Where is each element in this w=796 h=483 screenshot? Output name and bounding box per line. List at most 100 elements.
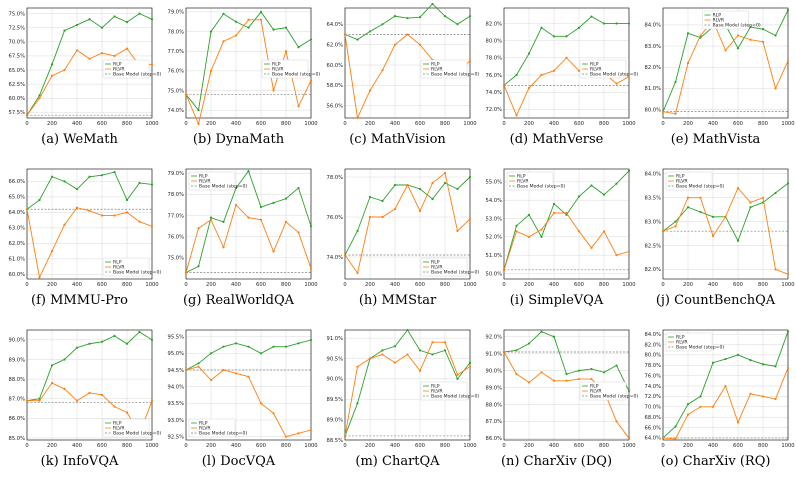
x-tick-label: 800 <box>281 282 291 288</box>
data-point <box>456 229 459 233</box>
data-point <box>38 276 41 279</box>
data-point <box>724 215 727 218</box>
legend-base-label: Base Model (step=0) <box>199 431 247 437</box>
data-point <box>502 268 506 271</box>
legend-rlvr-label: RLVR <box>676 340 688 346</box>
x-tick-label: 200 <box>206 121 216 127</box>
legend-base-label: Base Model (step=0) <box>590 394 638 400</box>
legend-rlvr-label: RLVR <box>713 18 725 24</box>
data-point <box>431 197 434 201</box>
data-point <box>88 342 91 345</box>
data-point <box>552 335 556 338</box>
x-tick-label: 800 <box>758 282 768 288</box>
data-point <box>50 364 54 367</box>
data-point <box>209 352 213 355</box>
data-point <box>724 49 727 52</box>
data-point <box>431 353 434 356</box>
x-tick-label: 600 <box>415 282 425 288</box>
x-tick-label: 200 <box>524 121 534 127</box>
axes-frame <box>185 168 312 280</box>
panel-caption: (e) MathVista <box>670 132 761 147</box>
y-tick-label: 64.0% <box>645 436 662 442</box>
y-tick-label: 90.5% <box>327 356 344 362</box>
data-point <box>749 201 752 204</box>
data-point <box>749 392 752 395</box>
data-point <box>590 184 593 187</box>
line-chart: 86.0% 87.0% 88.0% 89.0% 90.0% 91.0% 92.0% 0 200 4… <box>486 329 638 449</box>
data-point <box>552 202 556 205</box>
data-point <box>125 211 129 214</box>
data-point <box>197 365 200 368</box>
y-tick-label: 80.0% <box>645 107 662 113</box>
panel-caption: (g) RealWorldQA <box>182 293 295 308</box>
legend-rlp-label: RLP <box>431 62 440 68</box>
y-tick-label: 65.0% <box>9 68 26 74</box>
data-point <box>540 26 543 29</box>
data-point <box>774 365 777 368</box>
data-point <box>590 377 593 381</box>
x-tick-label: 800 <box>440 443 450 449</box>
x-tick-label: 400 <box>231 443 241 449</box>
series-line-rlvr <box>503 212 630 270</box>
data-point <box>565 379 568 382</box>
y-tick-label: 93.0% <box>168 418 185 424</box>
data-point <box>209 218 213 221</box>
data-point <box>150 63 154 66</box>
y-tick-label: 66.0% <box>9 179 26 185</box>
data-point <box>63 29 66 32</box>
y-tick-label: 74.0% <box>168 108 185 114</box>
y-tick-label: 74.0% <box>645 384 662 390</box>
legend-rlp-label: RLP <box>199 421 208 427</box>
data-point <box>234 34 238 37</box>
line-chart: 72.0% 74.0% 76.0% 78.0% 80.0% 82.0% 0 200 400 600… <box>486 7 638 127</box>
data-point <box>100 393 104 396</box>
data-point <box>736 34 740 37</box>
x-tick-label: 600 <box>97 121 107 127</box>
data-point <box>50 74 54 77</box>
data-point <box>443 181 447 185</box>
data-point <box>724 384 727 388</box>
y-tick-label: 80.0% <box>486 38 503 44</box>
panel-caption: (o) CharXiv (RQ) <box>660 454 771 469</box>
y-tick-label: 89.0% <box>9 357 26 363</box>
chart-panel: 86.0% 87.0% 88.0% 89.0% 90.0% 91.0% 92.0% 0 200 4… <box>477 322 638 483</box>
x-tick-label: 1000 <box>304 443 317 449</box>
x-tick-label: 0 <box>343 282 346 288</box>
data-point <box>393 345 397 348</box>
data-point <box>125 198 129 202</box>
data-point <box>724 357 727 361</box>
legend-rlp-label: RLP <box>199 174 208 180</box>
data-point <box>368 30 372 33</box>
data-point <box>418 209 422 213</box>
x-tick-label: 0 <box>661 121 664 127</box>
data-point <box>565 372 568 376</box>
y-tick-label: 82.5% <box>645 243 662 249</box>
x-tick-label: 400 <box>708 282 718 288</box>
axes-frame <box>503 7 630 119</box>
data-point <box>615 82 618 85</box>
data-point <box>113 15 116 18</box>
data-point <box>88 18 91 21</box>
data-point <box>38 399 41 402</box>
y-tick-label: 89.0% <box>486 385 503 391</box>
data-point <box>540 228 543 231</box>
y-tick-label: 63.0% <box>9 226 26 232</box>
series-line-rlvr <box>185 204 312 273</box>
data-point <box>711 234 715 238</box>
data-point <box>100 340 104 343</box>
data-point <box>468 361 472 364</box>
data-point <box>284 197 288 200</box>
panel-caption: (n) CharXiv (DQ) <box>500 454 613 469</box>
legend-rlp-label: RLP <box>676 174 685 180</box>
legend-rlvr-label: RLVR <box>431 265 443 271</box>
data-point <box>272 412 275 415</box>
x-tick-label: 600 <box>256 121 266 127</box>
data-point <box>468 15 472 18</box>
data-point <box>418 369 422 372</box>
data-point <box>272 89 275 92</box>
data-point <box>540 73 543 77</box>
data-point <box>75 49 79 52</box>
data-point <box>138 220 141 223</box>
x-tick-label: 1000 <box>145 121 158 127</box>
y-tick-label: 92.5% <box>168 434 185 440</box>
